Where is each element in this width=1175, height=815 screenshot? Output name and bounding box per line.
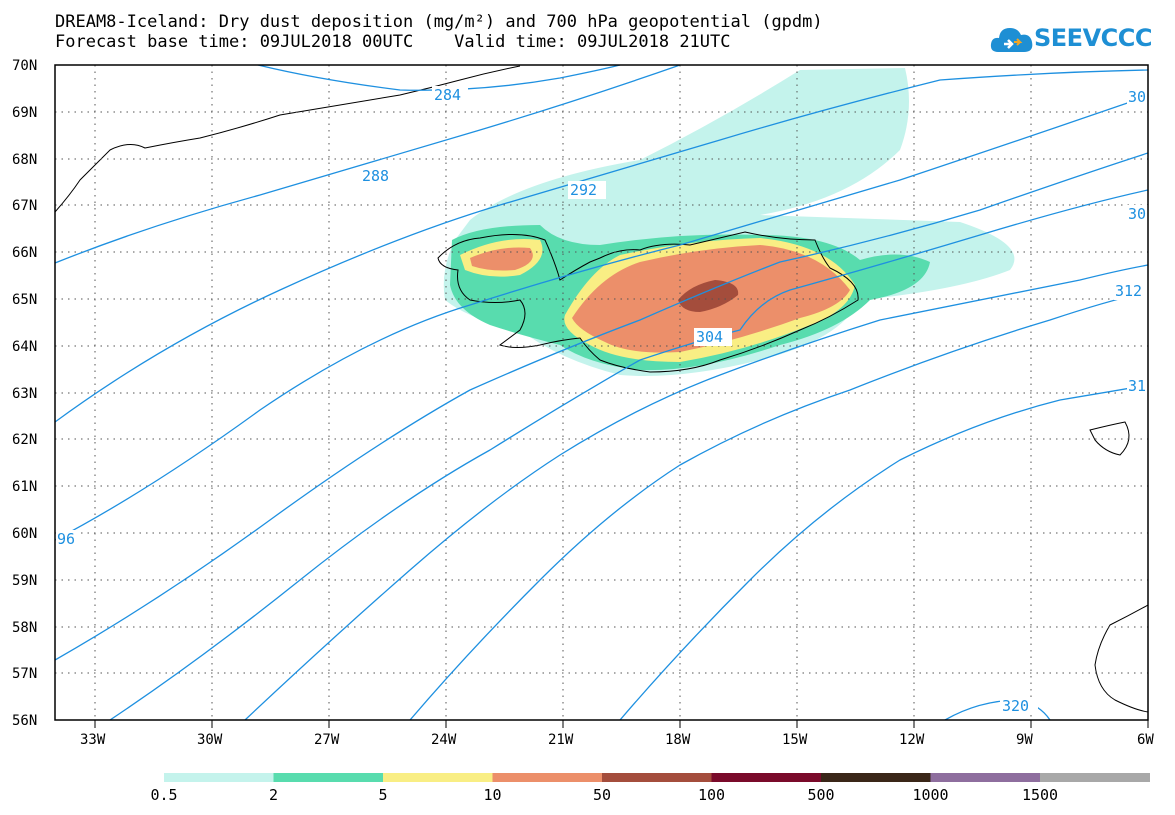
contour-312 [409, 291, 1148, 720]
scotland-coast [1094, 604, 1148, 713]
lon-label: 27W [314, 732, 340, 748]
legend-label: 500 [807, 786, 834, 804]
cloud-icon [990, 28, 1033, 52]
map-subtitle: Forecast base time: 09JUL2018 00UTC Vali… [55, 32, 731, 52]
longitude-labels: 33W 30W 27W 24W 21W 18W 15W 12W 9W 6W [80, 732, 1154, 748]
lon-label: 6W [1137, 732, 1154, 748]
legend-swatch [821, 773, 931, 782]
contour-label-30-top: 30 [1128, 88, 1146, 106]
legend-label: 50 [593, 786, 611, 804]
contour-296 [55, 95, 1148, 541]
contour-label-group: 284 288 292 304 312 320 30 30 31 96 [56, 86, 1148, 715]
contour-label-288: 288 [362, 167, 389, 185]
latitude-labels: 70N 69N 68N 67N 66N 65N 64N 63N 62N 61N … [12, 58, 37, 729]
contour-label-292: 292 [570, 181, 597, 199]
lat-label: 66N [12, 245, 37, 261]
contour-label-31: 31 [1128, 377, 1146, 395]
lon-label: 21W [548, 732, 574, 748]
legend-label: 10 [483, 786, 501, 804]
contour-288 [55, 65, 681, 264]
lat-label: 64N [12, 339, 37, 355]
lat-label: 59N [12, 573, 37, 589]
lat-label: 70N [12, 58, 37, 74]
legend-label: 0.5 [150, 786, 177, 804]
legend-swatch [930, 773, 1041, 782]
contour-label-312: 312 [1115, 282, 1142, 300]
graticule [55, 65, 1148, 720]
legend-swatch [273, 773, 384, 782]
contour-label-304: 304 [696, 328, 723, 346]
map-title: DREAM8-Iceland: Dry dust deposition (mg/… [55, 12, 823, 32]
legend-label: 100 [698, 786, 725, 804]
contour-316 [619, 384, 1148, 720]
lat-label: 68N [12, 152, 37, 168]
lat-label: 65N [12, 292, 37, 308]
lon-label: 30W [197, 732, 223, 748]
lat-label: 63N [12, 386, 37, 402]
lat-label: 58N [12, 620, 37, 636]
contour-308 [244, 264, 1148, 720]
legend-swatch [602, 773, 712, 782]
lat-label: 69N [12, 105, 37, 121]
dust-deposition-field [443, 68, 1015, 376]
lon-label: 12W [899, 732, 925, 748]
contour-label-320: 320 [1002, 697, 1029, 715]
map-frame [54, 64, 1149, 721]
contour-label-284: 284 [434, 86, 461, 104]
legend-label: 1000 [912, 786, 948, 804]
iceland-coast [437, 231, 859, 373]
geopotential-contours [55, 65, 1148, 720]
contour-label-30-mid: 30 [1128, 205, 1146, 223]
legend-swatch [1040, 773, 1150, 782]
deposition-50-region [678, 280, 739, 312]
lon-label: 9W [1016, 732, 1033, 748]
lat-label: 57N [12, 666, 37, 682]
lat-label: 56N [12, 713, 37, 729]
legend-label: 1500 [1022, 786, 1058, 804]
lat-label: 60N [12, 526, 37, 542]
coastlines [55, 65, 1148, 713]
lon-label: 15W [782, 732, 808, 748]
seevccc-logo: SEEVCCC [990, 22, 1155, 58]
contour-304 [109, 189, 1148, 720]
lon-label: 18W [665, 732, 691, 748]
color-legend: 0.5 2 5 10 50 100 500 1000 1500 [150, 773, 1150, 804]
logo-text: SEEVCCC [1034, 24, 1153, 52]
lat-label: 67N [12, 198, 37, 214]
legend-label: 2 [269, 786, 278, 804]
plot-area: 284 288 292 304 312 320 30 30 31 96 [55, 65, 1148, 720]
legend-swatch [492, 773, 603, 782]
lat-label: 61N [12, 479, 37, 495]
lon-label: 33W [80, 732, 106, 748]
lat-label: 62N [12, 432, 37, 448]
legend-swatch [383, 773, 493, 782]
contour-label-96: 96 [57, 530, 75, 548]
tick-marks [94, 720, 1149, 728]
contour-292 [55, 69, 1148, 423]
legend-swatch [711, 773, 822, 782]
legend-swatch [164, 773, 274, 782]
lon-label: 24W [431, 732, 457, 748]
legend-label: 5 [378, 786, 387, 804]
faroe-coast [1089, 421, 1130, 456]
contour-300 [55, 152, 1148, 661]
